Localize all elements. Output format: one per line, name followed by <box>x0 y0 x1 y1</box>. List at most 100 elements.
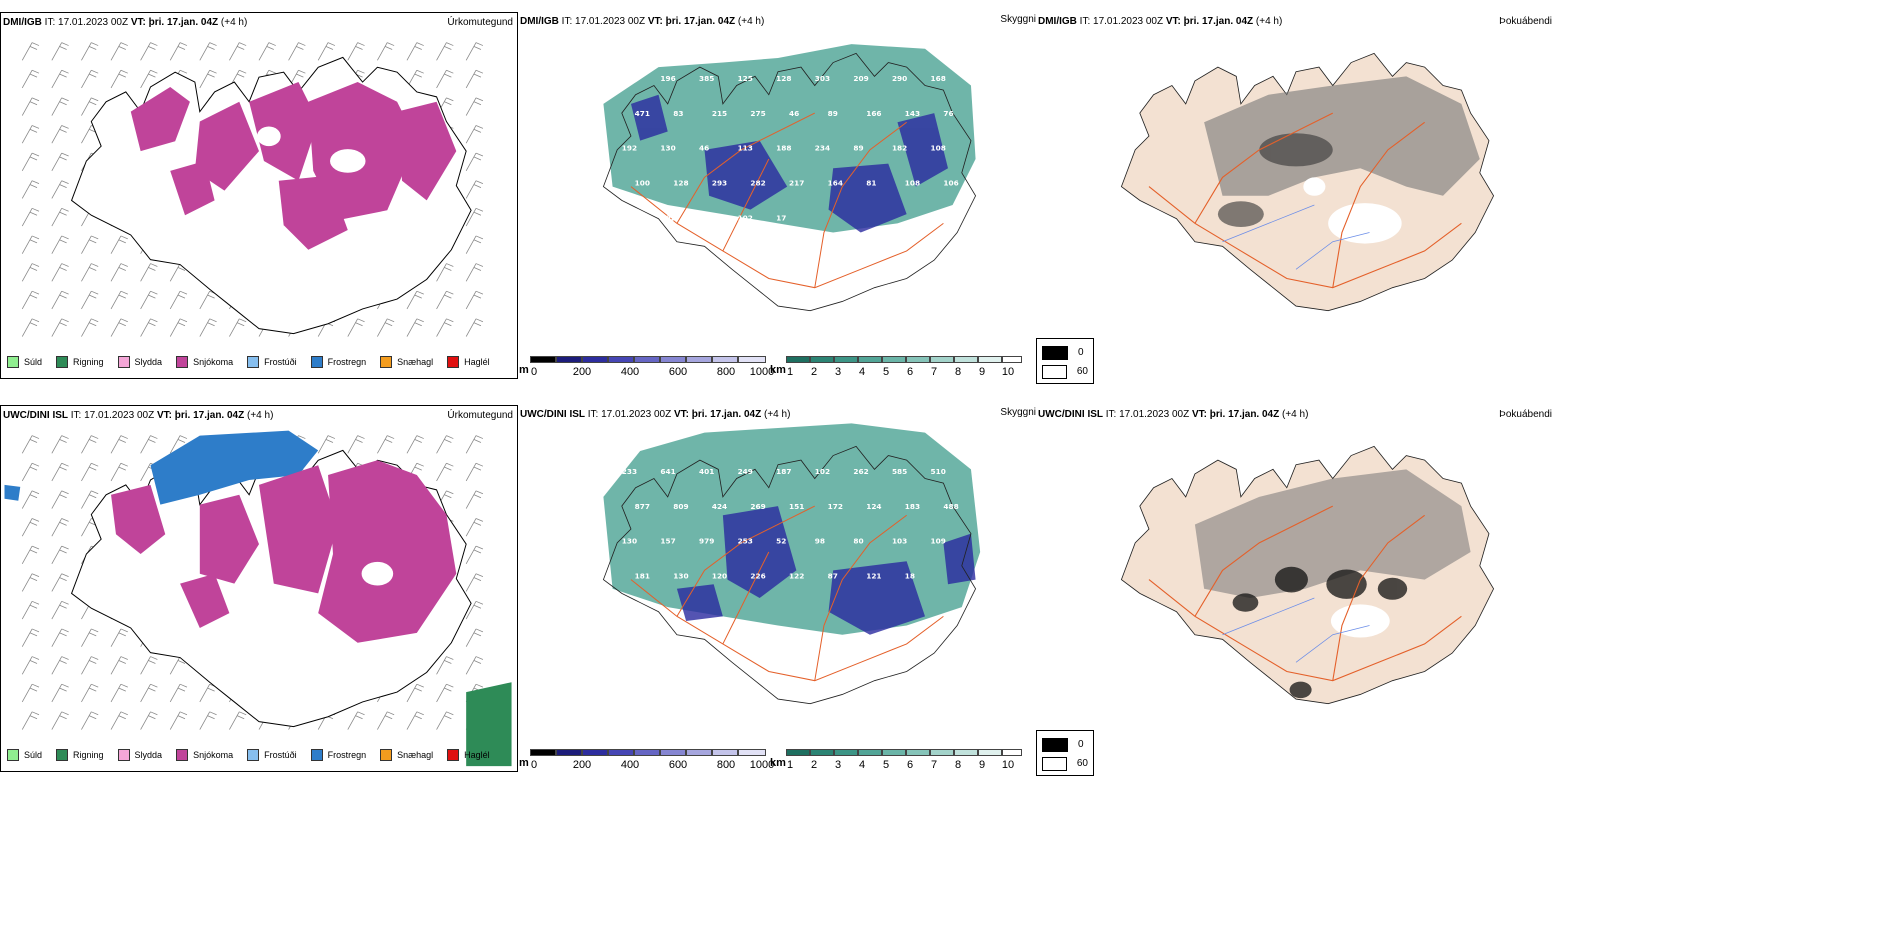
visibility-unit: km <box>770 757 786 769</box>
cloud-base-label: 85 <box>699 214 709 223</box>
cloud-base-label: 98 <box>815 537 825 546</box>
precip-map <box>21 42 484 337</box>
wind-barb-icon <box>229 711 247 730</box>
wind-barb-icon <box>465 180 484 199</box>
legend-swatch <box>380 356 393 368</box>
wind-barb-icon <box>51 518 69 537</box>
legend-row: 60 <box>1042 362 1088 381</box>
cloud-base-label: 233 <box>622 467 637 476</box>
legend-item: Frostregn <box>310 356 366 368</box>
wind-barb-icon <box>406 711 424 730</box>
cloud-base-label: 164 <box>828 179 843 188</box>
bar-segment <box>882 356 906 363</box>
legend-row: 60 <box>1042 754 1088 773</box>
wind-barb-icon <box>51 462 69 482</box>
legend-swatch <box>380 749 393 761</box>
legend-swatch <box>1042 345 1068 360</box>
precip-panel-bottom: UWC/DINI ISL IT: 17.01.2023 00Z VT: þri.… <box>0 405 518 772</box>
wind-barb-icon <box>199 69 217 89</box>
cloud-base-label: 109 <box>931 537 946 546</box>
cloud-base-label: 181 <box>635 572 650 581</box>
legend-item: Rigning <box>56 356 104 368</box>
wind-barb-icon <box>51 207 69 227</box>
wind-barb-icon <box>465 69 484 89</box>
legend-item: Rigning <box>56 749 104 761</box>
cloud-base-label: 108 <box>931 144 946 153</box>
wind-barb-icon <box>81 490 99 509</box>
cloud-base-label: 151 <box>789 502 804 511</box>
wind-barb-icon <box>288 42 306 61</box>
cloud-base-label: 80 <box>853 537 863 546</box>
cloud-map: 233 641 401 249 187 102 262 585 510 877 809 424 269 1… <box>602 423 981 705</box>
bar-segment <box>954 356 978 363</box>
legend-item: Haglél <box>447 356 490 368</box>
legend-item: Frostúði <box>247 749 297 761</box>
cloud-base-label: 293 <box>712 179 727 188</box>
wind-barb-icon <box>21 683 40 703</box>
wind-barb-icon <box>465 490 484 509</box>
wind-barb-icon <box>81 235 99 254</box>
cloud-base-label: 168 <box>931 74 946 83</box>
wind-barb-icon <box>199 42 217 61</box>
wind-barb-icon <box>110 263 128 282</box>
bar-segment <box>738 356 766 363</box>
legend-item: Snæhagl <box>380 749 433 761</box>
bar-segment <box>882 749 906 756</box>
wind-barb-icon <box>81 318 99 337</box>
wind-barb-icon <box>21 180 40 199</box>
wind-barb-icon <box>465 600 484 620</box>
height-unit: m <box>519 757 529 769</box>
field-name: Þokuábendi <box>1499 409 1552 420</box>
cloud-base-label: 121 <box>866 572 881 581</box>
wind-barb-icon <box>436 711 454 730</box>
bar-segment <box>582 356 608 363</box>
cloud-base-label: 253 <box>738 537 753 546</box>
cloud-base-label: 488 <box>943 502 958 511</box>
legend-row: 0 <box>1042 735 1088 754</box>
wind-barb-icon <box>21 462 40 482</box>
cloud-base-label: 18 <box>905 572 915 581</box>
cloud-panel-top: DMI/IGB IT: 17.01.2023 00Z VT: þri. 17.j… <box>518 12 1038 379</box>
wind-barb-icon <box>199 683 217 703</box>
wind-barb-icon <box>436 318 454 337</box>
legend-item: Frostúði <box>247 356 297 368</box>
precip-legend: Súld Rigning Slydda Snjókoma Frostúði Fr… <box>7 356 490 368</box>
cloud-base-label: 128 <box>673 179 688 188</box>
cloud-base-label: 46 <box>699 144 709 153</box>
wind-barb-icon <box>21 318 40 337</box>
panel-header: UWC/DINI ISL IT: 17.01.2023 00Z VT: þri.… <box>520 409 791 420</box>
field-name: Þokuábendi <box>1499 16 1552 27</box>
wind-barb-icon <box>465 518 484 537</box>
wind-barb-icon <box>51 545 69 565</box>
cloud-base-label: 102 <box>660 214 675 223</box>
cloud-base-label: 106 <box>943 179 958 188</box>
wind-barb-icon <box>465 263 484 282</box>
cloud-base-label: 401 <box>699 467 714 476</box>
wind-barb-icon <box>347 711 365 730</box>
wind-barb-icon <box>81 462 99 482</box>
wind-barb-icon <box>465 42 484 61</box>
bar-segment <box>834 749 858 756</box>
bar-segment <box>810 749 834 756</box>
bar-segment <box>786 749 810 756</box>
cloud-base-label: 103 <box>892 537 907 546</box>
legend-swatch <box>7 749 19 761</box>
legend-swatch <box>176 356 189 368</box>
legend-item: Haglél <box>447 749 490 761</box>
legend-item: Súld <box>7 356 42 368</box>
wind-barb-icon <box>110 290 128 310</box>
wind-barb-icon <box>21 656 40 675</box>
legend-item: Slydda <box>117 749 162 761</box>
visibility-colorbar: 1 2 3 4 5 6 7 8 9 10 <box>786 749 1022 771</box>
wind-barb-icon <box>140 318 158 337</box>
cloud-base-label: 100 <box>635 179 650 188</box>
wind-barb-icon <box>347 318 365 337</box>
cloud-base-label: 510 <box>931 467 946 476</box>
panel-header: UWC/DINI ISL IT: 17.01.2023 00Z VT: þri.… <box>1038 409 1309 420</box>
wind-barb-icon <box>465 152 484 172</box>
wind-barb-icon <box>81 42 99 61</box>
wind-barb-icon <box>406 290 424 310</box>
wind-barb-icon <box>465 125 484 144</box>
legend-item: Snjókoma <box>176 749 233 761</box>
wind-barb-icon <box>229 42 247 61</box>
